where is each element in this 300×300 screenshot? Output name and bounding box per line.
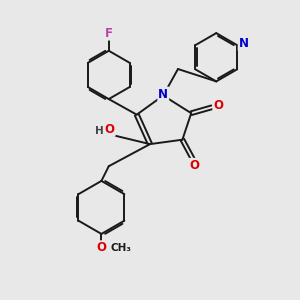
Text: N: N [158,88,168,100]
Text: H: H [95,126,103,136]
Text: O: O [96,241,106,254]
Text: O: O [189,159,199,172]
Text: O: O [105,123,115,136]
Text: CH₃: CH₃ [111,243,132,253]
Text: N: N [238,37,249,50]
Text: O: O [213,99,223,112]
Text: F: F [105,27,113,40]
